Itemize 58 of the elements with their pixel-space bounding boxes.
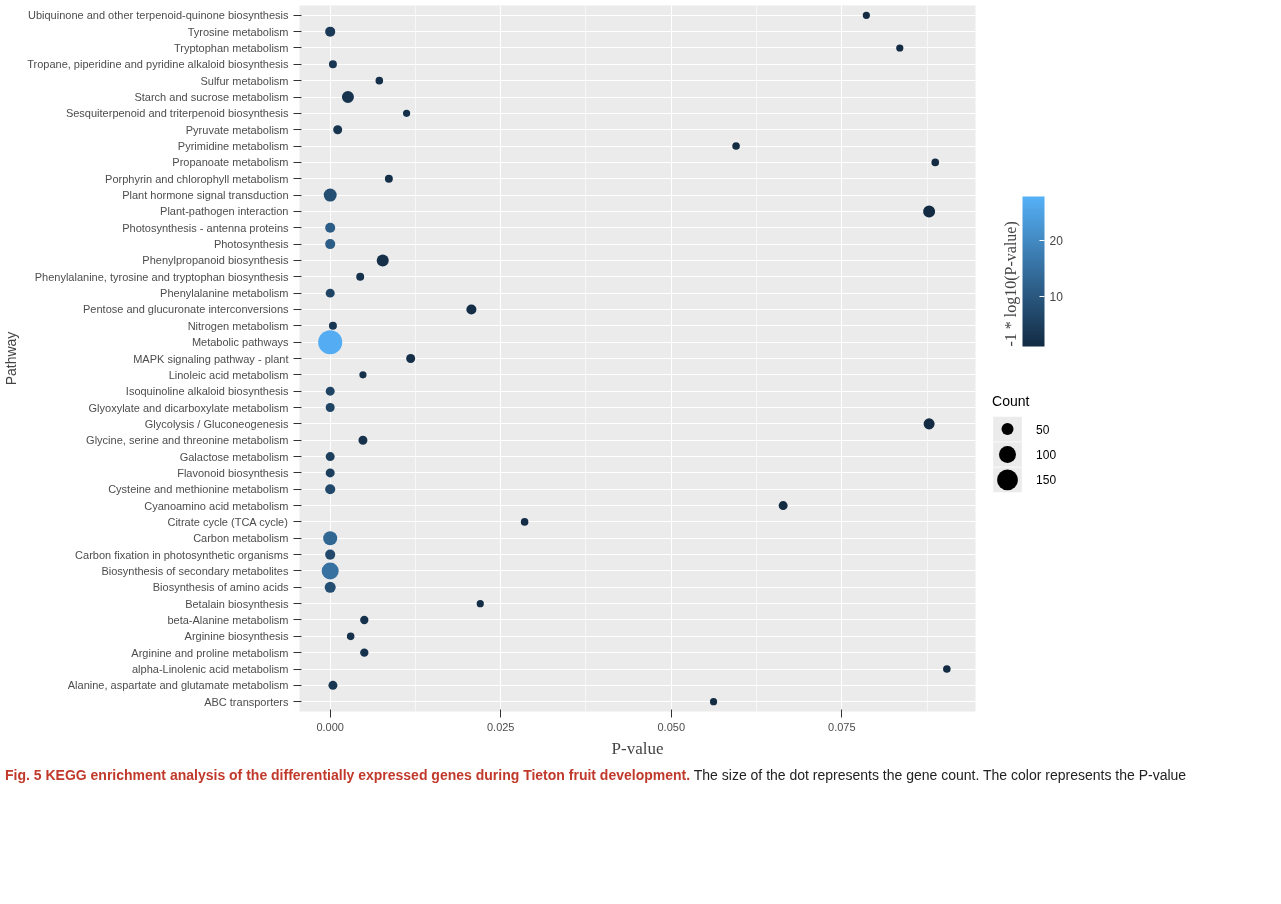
y-tick-label: Phenylalanine metabolism — [160, 287, 289, 300]
y-tick-label: Plant-pathogen interaction — [160, 205, 289, 218]
color-bar-label: 20 — [1049, 233, 1064, 248]
y-tick-label: Sulfur metabolism — [200, 74, 289, 87]
y-tick-label: beta-Alanine metabolism — [167, 613, 289, 626]
y-tick-label: Nitrogen metabolism — [187, 319, 289, 332]
y-tick-label: Isoquinoline alkaloid biosynthesis — [125, 385, 289, 398]
y-tick-label: Tryptophan metabolism — [173, 41, 289, 54]
y-tick-label: Tropane, piperidine and pyridine alkaloid biosynthesis — [27, 58, 289, 71]
y-tick-label: ABC transporters — [204, 695, 289, 708]
y-tick-label: Cyanoamino acid metabolism — [144, 499, 289, 512]
y-tick-label: Linoleic acid metabolism — [168, 368, 289, 381]
y-tick-label: Pyrimidine metabolism — [177, 140, 289, 153]
y-tick-label: Metabolic pathways — [191, 336, 289, 349]
y-tick-label: Pentose and glucuronate interconversions — [83, 303, 289, 316]
legend-label: 100 — [1036, 448, 1057, 463]
y-axis-title: Pathway — [3, 331, 20, 386]
legend-label: 150 — [1036, 473, 1057, 488]
y-tick-label: Glycolysis / Gluconeogenesis — [144, 417, 289, 430]
x-tick-label: 0.025 — [486, 720, 515, 733]
y-tick-label: Cysteine and methionine metabolism — [108, 483, 289, 496]
x-tick-label: 0.075 — [828, 720, 856, 733]
y-tick-label: Biosynthesis of amino acids — [152, 581, 289, 594]
text: The size of the dot represents the gene count. The color represents the P-value — [693, 767, 1187, 783]
color-bar-title: -1 * log10(P-value) — [1001, 221, 1020, 347]
y-tick-label: Betalain biosynthesis — [185, 597, 289, 610]
y-tick-label: Flavonoid biosynthesis — [177, 466, 289, 479]
y-tick-label: Carbon fixation in photosynthetic organisms — [75, 548, 289, 561]
x-tick-label: 0.050 — [657, 720, 686, 733]
caption: Fig. 5 KEGG enrichment analysis of the differentially expressed genes during Tieton fruit development. — [5, 767, 691, 783]
y-tick-label: Propanoate metabolism — [172, 156, 289, 169]
y-tick-label: Carbon metabolism — [193, 532, 289, 545]
y-tick-label: Alanine, aspartate and glutamate metabolism — [67, 679, 289, 692]
x-axis-title: P-value — [611, 738, 664, 758]
y-tick-label: Phenylalanine, tyrosine and tryptophan biosynthesis — [34, 270, 289, 283]
y-tick-label: Pyruvate metabolism — [185, 123, 289, 136]
y-tick-label: Citrate cycle (TCA cycle) — [167, 515, 288, 528]
y-tick-label: Sesquiterpenoid and triterpenoid biosynthesis — [65, 107, 289, 120]
y-tick-label: Arginine and proline metabolism — [131, 646, 289, 659]
y-tick-label: Photosynthesis - antenna proteins — [122, 221, 289, 234]
y-tick-label: Starch and sucrose metabolism — [134, 91, 289, 104]
y-tick-label: Glycine, serine and threonine metabolism — [86, 434, 289, 447]
y-tick-label: Tyrosine metabolism — [187, 25, 289, 38]
y-tick-label: Photosynthesis — [213, 238, 289, 251]
y-tick-label: Phenylpropanoid biosynthesis — [142, 254, 289, 267]
color-bar-label: 10 — [1049, 289, 1064, 304]
legend-label: 50 — [1036, 422, 1050, 437]
y-tick-label: Galactose metabolism — [179, 450, 289, 463]
y-tick-label: Plant hormone signal transduction — [122, 189, 289, 202]
y-tick-label: Ubiquinone and other terpenoid-quinone biosynthesis — [27, 9, 289, 22]
x-tick-label: 0.000 — [316, 720, 344, 733]
y-tick-label: Arginine biosynthesis — [184, 630, 289, 643]
y-tick-label: Porphyrin and chlorophyll metabolism — [105, 172, 289, 185]
y-tick-label: Glyoxylate and dicarboxylate metabolism — [88, 401, 289, 414]
legend-title: Count — [992, 392, 1030, 409]
y-tick-label: Biosynthesis of secondary metabolites — [101, 564, 289, 577]
y-tick-label: alpha-Linolenic acid metabolism — [131, 663, 289, 676]
y-tick-label: MAPK signaling pathway - plant — [133, 352, 289, 365]
